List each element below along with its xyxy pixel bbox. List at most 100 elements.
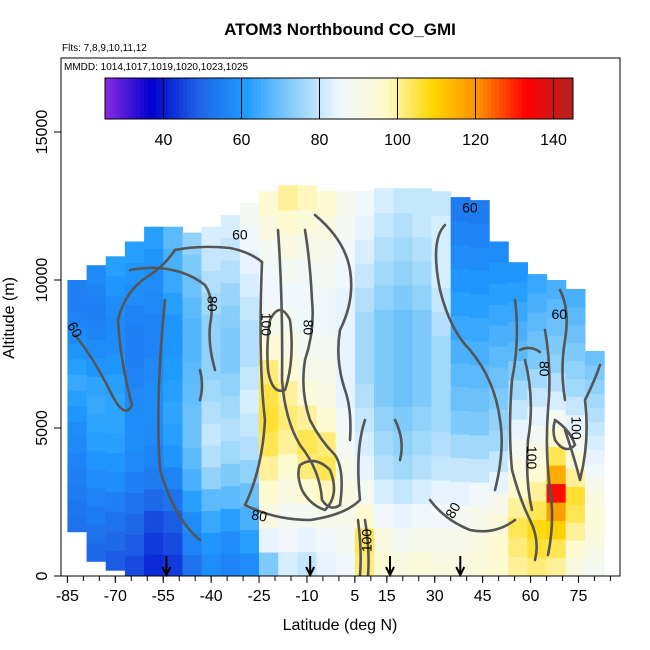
heatmap-cell [144, 314, 164, 337]
colorbar-swatch [128, 78, 133, 119]
heatmap-cell [335, 191, 356, 216]
contour-line [434, 223, 503, 492]
colorbar-swatch [112, 78, 118, 119]
colorbar-swatch [120, 78, 125, 119]
colorbar-swatch [264, 78, 270, 119]
heatmap-cell [259, 215, 279, 240]
contour-labels: 60 60 80 100 80 80 100 80 60 60 80 100 100 [64, 200, 584, 552]
contour-label: 60 [64, 319, 86, 341]
heatmap-cell [469, 294, 490, 319]
x-axis-label: Latitude (deg N) [283, 617, 398, 634]
heatmap-cell [163, 445, 183, 468]
heatmap-cell [354, 191, 375, 216]
colorbar-swatch [198, 78, 203, 119]
heatmap-cell [450, 244, 471, 269]
colorbar-swatch [222, 78, 227, 119]
heatmap-cell [546, 446, 567, 466]
heatmap-cell [393, 260, 413, 286]
heatmap-cell [67, 327, 88, 344]
heatmap-cell [431, 239, 452, 264]
heatmap-cell [565, 504, 586, 523]
colorbar-swatch [417, 78, 422, 119]
heatmap-cell [124, 513, 145, 535]
heatmap-cell [86, 339, 107, 359]
contour-line [552, 418, 577, 451]
heatmap-cell [508, 301, 528, 322]
heatmap-cell [412, 454, 433, 480]
heatmap-cell [67, 280, 88, 297]
contour-label: 80 [204, 296, 220, 312]
heatmap-cell [584, 435, 605, 451]
heatmap-cell [335, 215, 356, 240]
heatmap-cell [182, 468, 203, 491]
heatmap-cell [144, 423, 164, 446]
heatmap-cell [450, 410, 471, 435]
heatmap-cell [220, 260, 241, 284]
heatmap-cell [124, 366, 145, 389]
heatmap-cell [508, 281, 528, 303]
heatmap-cell [259, 191, 279, 216]
x-tick-label: 75 [570, 588, 588, 605]
heatmap-cell [393, 188, 413, 213]
contour-lines [73, 213, 602, 576]
flight-marker-arrow [455, 556, 466, 578]
y-tick-label: 5000 [34, 410, 51, 446]
heatmap-cell [527, 349, 548, 370]
heatmap-cell [278, 209, 298, 235]
colorbar-swatch [140, 78, 145, 119]
heatmap-cell [489, 555, 509, 576]
heatmap-cell [565, 324, 586, 344]
heatmap-cell [220, 553, 241, 576]
colorbar-swatch [370, 78, 375, 119]
heatmap-cell [374, 551, 394, 576]
colorbar-swatch [307, 78, 313, 119]
heatmap-cell [412, 285, 433, 310]
heatmap-cell [201, 423, 222, 446]
heatmap-cell [393, 430, 413, 456]
heatmap-cell [67, 390, 88, 407]
heatmap-cell [412, 188, 433, 213]
colorbar-swatch [296, 78, 301, 119]
contour-line [297, 459, 336, 512]
heatmap-cell [508, 262, 528, 283]
heatmap-cell [182, 275, 203, 298]
heatmap-cell [201, 510, 222, 533]
flights-subtitle: Flts: 7,8,9,10,11,12 [62, 43, 147, 54]
heatmap-cell [239, 203, 260, 227]
contour-line [198, 368, 204, 402]
heatmap-cell [527, 387, 548, 407]
heatmap-cell [335, 479, 356, 505]
heatmap-cell [67, 405, 88, 423]
heatmap-cell [105, 472, 126, 493]
heatmap-cell [450, 315, 471, 340]
heatmap-cell [182, 533, 203, 556]
heatmap-cell [144, 488, 164, 512]
y-tick-label: 0 [34, 571, 51, 580]
heatmap-cell [374, 333, 394, 359]
heatmap-cell [393, 527, 413, 553]
heatmap-cell [469, 388, 490, 413]
heatmap-cell [86, 524, 107, 544]
heatmap-cell [239, 319, 260, 344]
heatmap-cell [412, 236, 433, 262]
colorbar-swatch [467, 78, 473, 119]
heatmap-cell [182, 404, 203, 427]
contour-line [157, 298, 202, 542]
heatmap-cell [431, 503, 452, 529]
heatmap-cell [374, 188, 394, 213]
heatmap-cell [374, 479, 394, 504]
heatmap-cell [565, 558, 586, 576]
heatmap-cell [374, 382, 394, 407]
heatmap-cell [584, 463, 605, 479]
heatmap-cell [450, 291, 471, 317]
contour-line [508, 298, 538, 562]
heatmap-cell [374, 454, 394, 480]
heatmap-cell [316, 383, 337, 409]
colorbar-swatch [229, 78, 235, 119]
heatmap-cell [316, 239, 337, 264]
heatmap-cell [508, 340, 528, 361]
heatmap-cell [508, 379, 528, 401]
x-tick-label: -85 [56, 588, 79, 605]
heatmap-cell [374, 236, 394, 262]
heatmap-cell [86, 413, 107, 433]
